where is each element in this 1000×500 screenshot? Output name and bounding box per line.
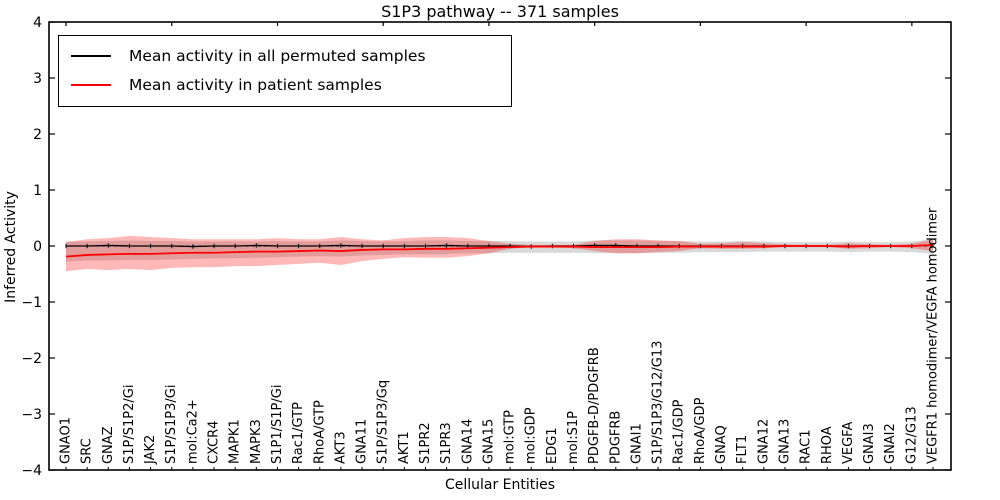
x-tick-label: GNAI1 [629, 423, 644, 464]
y-tick-label: −4 [21, 463, 42, 479]
x-tick-label: AKT1 [397, 431, 412, 464]
x-tick-label: GNAO1 [59, 417, 74, 464]
x-tick-label: mol:GDP [524, 407, 539, 464]
x-tick-label: FLT1 [735, 435, 750, 464]
y-axis-label: Inferred Activity [3, 191, 19, 303]
x-tick-label: RHOA [820, 426, 835, 464]
legend-item-permuted: Mean activity in all permuted samples [71, 41, 503, 70]
legend: Mean activity in all permuted samples Me… [58, 35, 512, 107]
x-tick-label: RAC1 [799, 429, 814, 464]
y-tick-label: −3 [21, 407, 42, 423]
x-tick-label: S1P/S1P3/Gq [376, 380, 391, 464]
x-tick-label: S1P1/S1P/Gi [270, 385, 285, 464]
x-tick-label: GNA14 [460, 419, 475, 464]
y-tick-label: 2 [33, 127, 42, 143]
x-tick-label: G12/G13 [904, 406, 919, 464]
x-tick-label: VEGFR1 homodimer/VEGFA homodimer [926, 207, 941, 464]
x-tick-label: GNA13 [777, 419, 792, 464]
x-tick-label: JAK2 [143, 435, 158, 465]
x-tick-label: RhoA/GTP [312, 400, 327, 464]
x-tick-label: Rac1/GTP [291, 402, 306, 464]
legend-label-permuted: Mean activity in all permuted samples [129, 46, 426, 65]
x-tick-label: AKT3 [333, 431, 348, 464]
x-tick-label: Rac1/GDP [672, 399, 687, 464]
x-tick-label: GNAZ [101, 426, 116, 464]
x-tick-label: CXCR4 [207, 421, 222, 464]
x-tick-label: VEGFA [841, 422, 856, 464]
legend-item-patient: Mean activity in patient samples [71, 70, 503, 99]
x-axis-label: Cellular Entities [444, 477, 556, 493]
y-tick-label: −2 [21, 351, 42, 367]
x-tick-label: PDGFB-D/PDGFRB [587, 347, 602, 464]
x-tick-label: GNAQ [714, 425, 729, 464]
y-tick-label: 1 [33, 183, 42, 199]
x-tick-label: mol:GTP [503, 410, 518, 464]
band-permuted-std [66, 239, 933, 262]
x-tick-label: S1PR2 [418, 422, 433, 464]
chart-title: S1P3 pathway -- 371 samples [381, 2, 619, 21]
y-tick-label: 4 [33, 15, 42, 31]
x-tick-label: GNA12 [756, 419, 771, 464]
x-tick-label: S1PR3 [439, 422, 454, 464]
x-tick-label: EDG1 [545, 427, 560, 464]
x-tick-label: RhoA/GDP [693, 397, 708, 464]
x-tick-label: GNA15 [481, 419, 496, 464]
legend-line-sample-black [71, 54, 111, 57]
x-tick-label: MAPK3 [249, 419, 264, 464]
x-tick-label: MAPK1 [228, 419, 243, 464]
x-tick-label: GNAI2 [883, 423, 898, 464]
x-tick-label: S1P/S1P3/G12/G13 [651, 341, 666, 464]
band-patient-std [66, 235, 933, 272]
x-tick-label: GNAI3 [862, 423, 877, 464]
x-tick-label: GNA11 [355, 419, 370, 464]
x-tick-label: mol:Ca2+ [185, 399, 200, 464]
legend-label-patient: Mean activity in patient samples [129, 75, 382, 94]
x-tick-label: S1P/S1P3/Gi [164, 385, 179, 464]
x-tick-label: PDGFRB [608, 411, 623, 464]
x-tick-label: SRC [80, 438, 95, 464]
line-patient-mean [65, 243, 934, 258]
legend-line-sample-red [71, 83, 111, 86]
y-tick-label: 0 [33, 239, 42, 255]
x-tick-label: S1P/S1P2/Gi [122, 385, 137, 464]
y-tick-label: −1 [21, 295, 42, 311]
x-tick-label: mol:S1P [566, 411, 581, 464]
y-tick-label: 3 [33, 71, 42, 87]
